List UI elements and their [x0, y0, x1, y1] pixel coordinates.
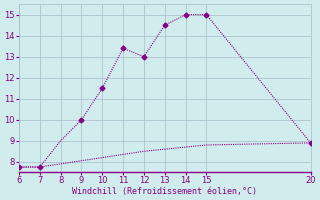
X-axis label: Windchill (Refroidissement éolien,°C): Windchill (Refroidissement éolien,°C)	[72, 187, 257, 196]
